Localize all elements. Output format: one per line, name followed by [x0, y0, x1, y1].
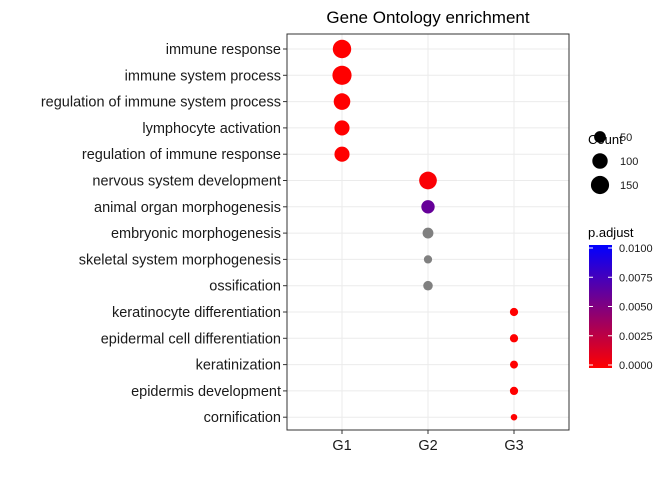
y-tick-label-cornification: cornification [204, 410, 281, 426]
p-adjust-label-1: 0.0025 [619, 331, 653, 343]
count-legend: Count 50 100 150 [588, 131, 638, 195]
chart-title: Gene Ontology enrichment [326, 8, 529, 27]
p-adjust-label-2: 0.0050 [619, 302, 653, 314]
y-tick-label-immune-system-process: immune system process [125, 68, 281, 84]
count-legend-label-100: 100 [620, 156, 638, 168]
point-g3-keratinocyte-differentiation [509, 307, 519, 317]
point-g2-ossification [423, 280, 433, 291]
y-tick-label-epidermis-development: epidermis development [131, 384, 281, 400]
x-tick-label-g3: G3 [504, 438, 523, 454]
point-g2-skeletal-system-morphogenesis [423, 255, 433, 264]
point-g3-keratinization [510, 360, 518, 369]
point-g1-immune-response [332, 39, 352, 59]
y-axis-ticks: immune response immune system process regu… [41, 42, 287, 426]
data-points [332, 39, 519, 421]
y-tick-label-ossification: ossification [209, 279, 281, 295]
p-adjust-colorbar [589, 245, 612, 368]
y-tick-label-embryonic-morphogenesis: embryonic morphogenesis [111, 226, 281, 242]
p-adjust-label-3: 0.0075 [619, 272, 653, 284]
y-tick-label-keratinocyte-differentiation: keratinocyte differentiation [112, 305, 281, 321]
p-adjust-label-4: 0.0100 [619, 243, 653, 255]
p-adjust-legend-title: p.adjust [588, 225, 634, 240]
x-tick-label-g2: G2 [418, 438, 437, 454]
count-legend-key-150 [590, 175, 610, 195]
y-tick-label-animal-organ-morphogenesis: animal organ morphogenesis [94, 200, 281, 216]
y-tick-label-immune-response: immune response [166, 42, 281, 58]
point-g2-animal-organ-morphogenesis [421, 200, 435, 214]
p-adjust-label-0: 0.0000 [619, 360, 653, 372]
y-tick-label-regulation-of-immune-response: regulation of immune response [82, 147, 281, 163]
y-tick-label-nervous-system-development: nervous system development [92, 174, 281, 190]
point-g3-epidermis-development [509, 386, 519, 396]
y-tick-label-lymphocyte-activation: lymphocyte activation [142, 121, 281, 137]
y-tick-label-skeletal-system-morphogenesis: skeletal system morphogenesis [79, 252, 281, 268]
point-g1-lymphocyte-activation [334, 120, 350, 136]
point-g1-regulation-of-immune-response [334, 146, 350, 162]
point-g1-immune-system-process [332, 65, 352, 85]
count-legend-title: Count [588, 132, 623, 147]
point-g1-regulation-of-immune-system-process [333, 93, 351, 110]
point-g2-embryonic-morphogenesis [422, 227, 434, 239]
point-g2-nervous-system-development [419, 171, 437, 190]
p-adjust-legend: p.adjust 0.0000 0.0025 0.0050 0.0075 0.0100 [588, 225, 653, 372]
y-tick-label-regulation-of-immune-system-process: regulation of immune system process [41, 95, 281, 111]
count-legend-key-50 [594, 131, 606, 143]
count-legend-key-100 [592, 153, 608, 169]
count-legend-label-50: 50 [620, 132, 632, 144]
point-g3-cornification [510, 413, 518, 421]
y-tick-label-epidermal-cell-differentiation: epidermal cell differentiation [101, 331, 281, 347]
count-legend-label-150: 150 [620, 180, 638, 192]
point-g3-epidermal-cell-differentiation [509, 334, 519, 343]
x-axis-ticks: G1 G2 G3 [332, 430, 524, 454]
x-tick-label-g1: G1 [332, 438, 351, 454]
y-tick-label-keratinization: keratinization [196, 358, 281, 374]
